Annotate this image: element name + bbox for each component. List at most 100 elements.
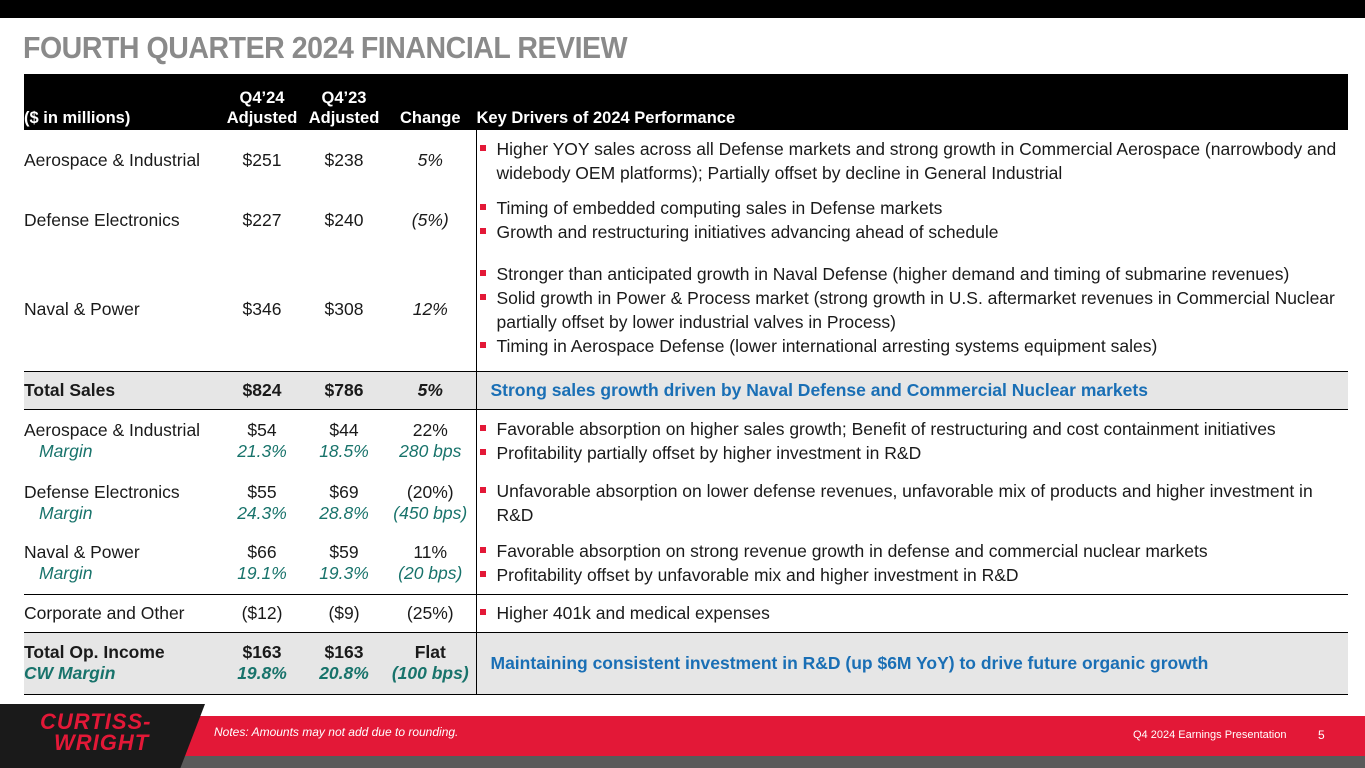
total-sales-row: Total Sales $824 $786 5% Strong sales gr…: [24, 370, 1348, 410]
change-value: (5%): [411, 209, 449, 230]
change-cell: Flat (100 bps): [385, 631, 476, 695]
footer-notes: Notes: Amounts may not add due to roundi…: [214, 725, 459, 739]
total-op-income-row: Total Op. Income CW Margin $163 19.8% $1…: [24, 631, 1348, 695]
driver-bullet: Timing in Aerospace Defense (lower inter…: [477, 334, 1349, 358]
q423-value: ($9): [328, 602, 360, 623]
q423-value: $308: [324, 299, 364, 320]
q424-cell: $55 24.3%: [221, 473, 303, 533]
driver-bullet: Favorable absorption on strong revenue g…: [477, 539, 1349, 563]
q423-margin: 20.8%: [319, 663, 369, 683]
driver-bullet: Growth and restructuring initiatives adv…: [477, 220, 1349, 244]
q423-cell: $69 28.8%: [303, 473, 385, 533]
drivers-header: Key Drivers of 2024 Performance: [475, 74, 1348, 130]
q424-header: Q4’24 Adjusted: [226, 89, 298, 127]
segment-cell: Aerospace & Industrial Margin: [24, 409, 221, 473]
q423-cell: $163 20.8%: [303, 631, 385, 695]
q424-value: $66: [247, 542, 277, 563]
margin-label: Margin: [39, 503, 93, 523]
q424-value: $824: [221, 370, 303, 410]
margin-change: 280 bps: [399, 441, 462, 462]
driver-bullet: Unfavorable absorption on lower defense …: [477, 479, 1349, 527]
segment-name: Defense Electronics: [24, 482, 180, 502]
q424-margin: 19.1%: [237, 563, 287, 584]
change-value: (25%): [406, 602, 454, 623]
change-value: 11%: [413, 542, 448, 563]
change-value: 22%: [412, 420, 448, 441]
table-header-row: ($ in millions) Q4’24 Adjusted Q4’23 Adjus…: [24, 74, 1348, 130]
total-sales-label: Total Sales: [24, 370, 221, 410]
driver-bullet: Solid growth in Power & Process market (…: [477, 286, 1349, 334]
footer-bar: [0, 716, 1365, 756]
driver-bullet: Timing of embedded computing sales in De…: [477, 196, 1349, 220]
q423-header: Q4’23 Adjusted: [308, 89, 380, 127]
change-value: 5%: [385, 370, 476, 410]
driver-bullet: Favorable absorption on higher sales gro…: [477, 417, 1349, 441]
table-row: Aerospace & Industrial $251 $238 5% High…: [24, 130, 1348, 191]
q423-value: $163: [324, 642, 364, 662]
q423-value: $786: [303, 370, 385, 410]
q424-value: $227: [242, 209, 282, 230]
corporate-label: Corporate and Other: [24, 602, 185, 623]
cw-margin-label: CW Margin: [24, 663, 116, 683]
q423-margin: 28.8%: [319, 503, 369, 523]
q423-value: $59: [329, 542, 359, 563]
corporate-row: Corporate and Other ($12) ($9) (25%) Hig…: [24, 594, 1348, 632]
margin-change: (100 bps): [391, 663, 469, 683]
change-cell: (20%) (450 bps): [385, 473, 476, 533]
driver-bullet: Profitability partially offset by higher…: [477, 441, 1349, 465]
segment-name: Naval & Power: [24, 299, 140, 320]
q423-margin: 19.3%: [319, 563, 369, 584]
q423-value: $69: [329, 482, 359, 502]
segment-name: Aerospace & Industrial: [24, 150, 201, 170]
q424-cell: $54 21.3%: [221, 409, 303, 473]
margin-label: Margin: [39, 441, 93, 462]
q424-cell: $66 19.1%: [221, 533, 303, 595]
q423-margin: 18.5%: [319, 441, 369, 462]
q423-value: $238: [324, 150, 364, 170]
q424-value: $346: [242, 299, 282, 320]
total-op-driver: Maintaining consistent investment in R&D…: [475, 631, 1348, 695]
q423-cell: $59 19.3%: [303, 533, 385, 595]
units-header: ($ in millions): [24, 109, 131, 127]
change-cell: 11% (20 bps): [385, 533, 476, 595]
drivers-cell: Timing of embedded computing sales in De…: [475, 191, 1349, 249]
drivers-cell: Stronger than anticipated growth in Nava…: [475, 249, 1349, 371]
top-bar: [0, 0, 1365, 18]
q424-value: $55: [247, 482, 277, 502]
margin-change: (450 bps): [393, 503, 468, 523]
drivers-cell: Unfavorable absorption on lower defense …: [475, 473, 1349, 533]
table-row: Defense Electronics Margin $55 24.3% $69…: [24, 473, 1348, 533]
q423-value: $240: [324, 209, 364, 230]
table-row: Defense Electronics $227 $240 (5%) Timin…: [24, 191, 1348, 249]
page-title: FOURTH QUARTER 2024 FINANCIAL REVIEW: [23, 30, 628, 65]
q424-cell: $163 19.8%: [221, 631, 303, 695]
total-op-cell: Total Op. Income CW Margin: [24, 631, 221, 695]
curtiss-wright-logo: CURTISS- WRIGHT: [40, 709, 152, 755]
q424-margin: 21.3%: [237, 441, 287, 462]
q424-value: ($12): [241, 602, 283, 623]
q424-value: $251: [242, 150, 282, 170]
change-header: Change: [399, 109, 461, 127]
drivers-cell: Higher YOY sales across all Defense mark…: [475, 130, 1348, 191]
table-row: Aerospace & Industrial Margin $54 21.3% …: [24, 409, 1348, 473]
presentation-name: Q4 2024 Earnings Presentation: [1133, 729, 1287, 741]
segment-cell: Defense Electronics Margin: [24, 473, 221, 533]
margin-change: (20 bps): [398, 563, 463, 584]
q424-value: $163: [242, 642, 282, 662]
change-value: (20%): [406, 482, 454, 502]
change-value: Flat: [414, 642, 446, 662]
change-cell: 22% 280 bps: [385, 409, 476, 473]
change-value: 5%: [417, 150, 443, 170]
q423-cell: $44 18.5%: [303, 409, 385, 473]
page-number: 5: [1318, 728, 1325, 742]
q424-value: $54: [247, 420, 277, 441]
table-row: Naval & Power Margin $66 19.1% $59 19.3%…: [24, 533, 1349, 595]
footer-gray-strip: [0, 756, 1365, 768]
q424-margin: 19.8%: [237, 663, 287, 683]
table-row: Naval & Power $346 $308 12% Stronger tha…: [24, 249, 1348, 371]
driver-bullet: Stronger than anticipated growth in Nava…: [477, 262, 1349, 286]
segment-name: Aerospace & Industrial: [24, 420, 201, 441]
financial-table: ($ in millions) Q4’24 Adjusted Q4’23 Adjus…: [24, 74, 1348, 695]
q423-value: $44: [329, 420, 359, 441]
logo-background: [0, 704, 205, 768]
